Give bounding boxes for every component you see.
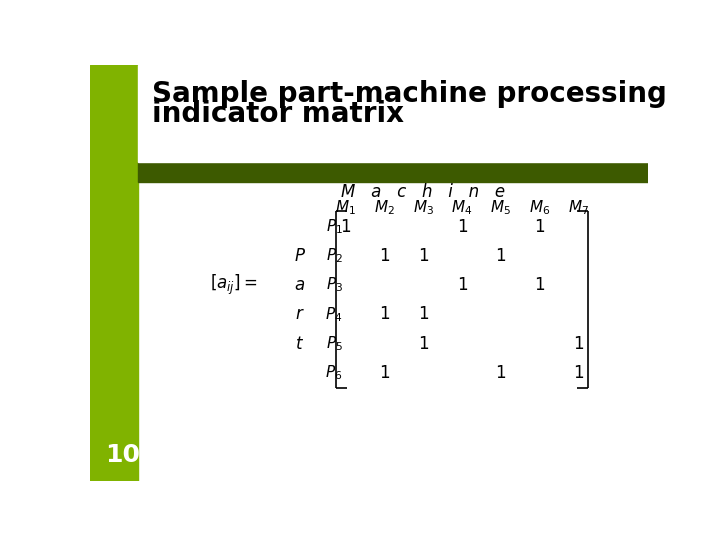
Text: $M_4$: $M_4$ [451, 198, 472, 217]
Text: 1: 1 [418, 335, 428, 353]
Text: $P_3$: $P_3$ [325, 275, 343, 294]
Text: 1: 1 [534, 276, 545, 294]
Text: 10: 10 [106, 443, 140, 467]
Text: 1: 1 [534, 218, 545, 235]
Text: $[a_{ij}]=$: $[a_{ij}]=$ [210, 273, 257, 297]
Text: $M_6$: $M_6$ [529, 198, 550, 217]
Text: 1: 1 [341, 218, 351, 235]
Text: $P_6$: $P_6$ [325, 363, 343, 382]
Text: 1: 1 [495, 364, 506, 382]
Text: 1: 1 [456, 218, 467, 235]
Text: 1: 1 [573, 364, 584, 382]
Text: a: a [294, 276, 305, 294]
Text: 1: 1 [418, 305, 428, 323]
Text: 1: 1 [495, 247, 506, 265]
Bar [90, 65, 138, 180]
Text: 1: 1 [379, 247, 390, 265]
Text: $M_1$: $M_1$ [336, 198, 356, 217]
Text: $M_3$: $M_3$ [413, 198, 433, 217]
Text: $M_7$: $M_7$ [568, 198, 589, 217]
Text: P: P [294, 247, 305, 265]
Text: $P_1$: $P_1$ [325, 217, 343, 236]
Text: $P_2$: $P_2$ [325, 246, 343, 265]
Text: $M_2$: $M_2$ [374, 198, 395, 217]
Text: r: r [296, 305, 302, 323]
Text: $P_4$: $P_4$ [325, 305, 343, 323]
Text: 1: 1 [379, 364, 390, 382]
Text: 1: 1 [379, 305, 390, 323]
Text: 1: 1 [418, 247, 428, 265]
Text: $P_5$: $P_5$ [325, 334, 343, 353]
Text: 1: 1 [456, 276, 467, 294]
Text: t: t [296, 335, 302, 353]
Text: 1: 1 [573, 335, 584, 353]
Bar [138, 162, 648, 182]
Bar [138, 65, 648, 162]
Bar [90, 180, 138, 481]
Text: indicator matrix: indicator matrix [152, 100, 404, 128]
Text: $M_5$: $M_5$ [490, 198, 511, 217]
Text: M   a   c   h   i   n   e: M a c h i n e [341, 183, 505, 201]
Text: Sample part-machine processing: Sample part-machine processing [152, 80, 667, 108]
